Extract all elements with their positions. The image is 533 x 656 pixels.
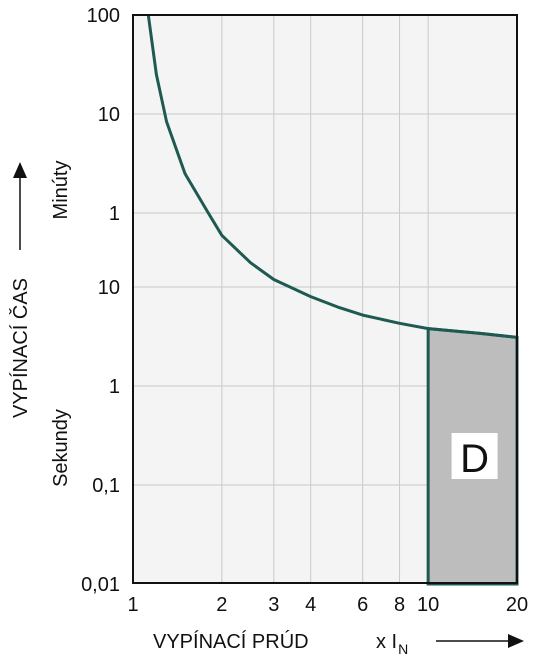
zone-d-label: D bbox=[460, 437, 489, 481]
y-tick-label: 0,01 bbox=[81, 574, 120, 596]
x-axis-label: VYPÍNACÍ PRÚD bbox=[153, 630, 309, 653]
x-tick-label: 1 bbox=[127, 594, 138, 616]
zone-d-group: D bbox=[426, 326, 519, 586]
y-tick-label: 100 bbox=[87, 5, 120, 27]
y-minutes-label: Minúty bbox=[50, 161, 72, 220]
x-tick-label: 10 bbox=[417, 594, 439, 616]
y-axis-arrow-icon bbox=[13, 162, 27, 178]
y-tick-labels: 100 10 1 10 1 0,1 0,01 bbox=[81, 5, 120, 596]
x-tick-label: 2 bbox=[216, 594, 227, 616]
x-tick-label: 3 bbox=[268, 594, 279, 616]
x-axis-unit-subscript: N bbox=[398, 641, 408, 656]
y-tick-label: 1 bbox=[109, 376, 120, 398]
x-tick-labels: 1 2 3 4 6 8 10 20 bbox=[127, 594, 528, 616]
plot-frame bbox=[132, 14, 518, 584]
x-tick-label: 8 bbox=[394, 594, 405, 616]
y-tick-label: 10 bbox=[98, 104, 120, 126]
curve-group bbox=[146, 15, 517, 339]
x-axis-unit: x IN bbox=[376, 631, 408, 656]
x-tick-label: 20 bbox=[506, 594, 528, 616]
zone-d-label-box bbox=[451, 433, 498, 479]
trip-curve-line bbox=[146, 15, 517, 339]
x-axis-arrow-icon bbox=[508, 634, 524, 648]
y-tick-label: 0,1 bbox=[92, 475, 120, 497]
x-axis-unit-prefix: x I bbox=[376, 631, 397, 653]
y-tick-label: 1 bbox=[109, 203, 120, 225]
y-seconds-label: Sekundy bbox=[50, 409, 72, 487]
x-tick-label: 6 bbox=[357, 594, 368, 616]
y-tick-label: 10 bbox=[98, 277, 120, 299]
y-axis-label: VYPÍNACÍ ČAS bbox=[9, 278, 32, 418]
x-tick-label: 4 bbox=[305, 594, 316, 616]
